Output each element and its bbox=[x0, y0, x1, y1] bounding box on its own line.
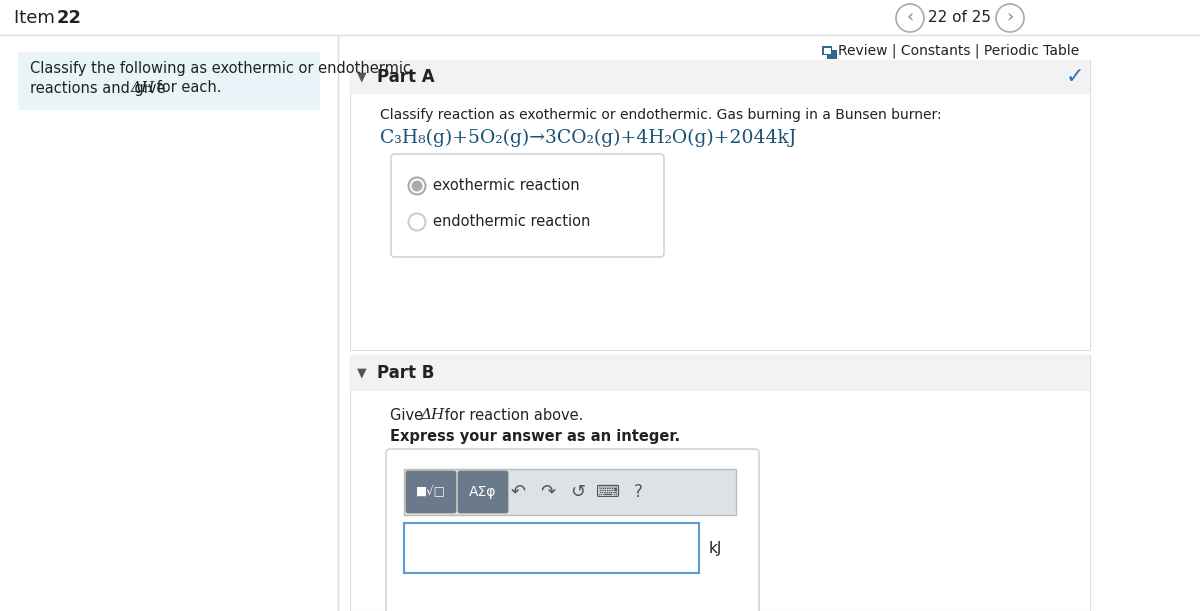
Text: ↷: ↷ bbox=[540, 483, 556, 501]
Text: ΔH: ΔH bbox=[420, 408, 444, 422]
Text: Part A: Part A bbox=[377, 68, 434, 86]
Text: endothermic reaction: endothermic reaction bbox=[433, 214, 590, 230]
Text: 22 of 25: 22 of 25 bbox=[929, 10, 991, 26]
Text: ✓: ✓ bbox=[1066, 67, 1085, 87]
Text: for each.: for each. bbox=[152, 81, 222, 95]
FancyBboxPatch shape bbox=[404, 523, 698, 573]
Text: kJ: kJ bbox=[709, 541, 722, 555]
FancyBboxPatch shape bbox=[386, 449, 760, 611]
FancyBboxPatch shape bbox=[391, 154, 664, 257]
Text: ↺: ↺ bbox=[570, 483, 586, 501]
Text: AΣφ: AΣφ bbox=[469, 485, 497, 499]
FancyBboxPatch shape bbox=[458, 471, 508, 513]
Text: ↶: ↶ bbox=[510, 483, 526, 501]
FancyBboxPatch shape bbox=[404, 469, 736, 515]
Text: ⌨: ⌨ bbox=[596, 483, 620, 501]
FancyBboxPatch shape bbox=[18, 52, 320, 110]
Text: ■√□: ■√□ bbox=[416, 486, 446, 499]
FancyBboxPatch shape bbox=[823, 48, 830, 54]
Text: Review | Constants | Periodic Table: Review | Constants | Periodic Table bbox=[838, 44, 1079, 58]
Text: Give: Give bbox=[390, 408, 427, 422]
Text: Classify the following as exothermic or endothermic: Classify the following as exothermic or … bbox=[30, 60, 410, 76]
Text: ▼: ▼ bbox=[358, 367, 367, 379]
Text: reactions and give: reactions and give bbox=[30, 81, 170, 95]
Text: ‹: ‹ bbox=[906, 8, 913, 26]
FancyBboxPatch shape bbox=[350, 355, 1090, 391]
Text: Classify reaction as exothermic or endothermic. Gas burning in a Bunsen burner:: Classify reaction as exothermic or endot… bbox=[380, 108, 942, 122]
Text: for reaction above.: for reaction above. bbox=[440, 408, 583, 422]
Text: C₃H₈(g)+5O₂(g)→3CO₂(g)+4H₂O(g)+2044kJ: C₃H₈(g)+5O₂(g)→3CO₂(g)+4H₂O(g)+2044kJ bbox=[380, 129, 797, 147]
FancyBboxPatch shape bbox=[406, 471, 456, 513]
FancyBboxPatch shape bbox=[350, 60, 1090, 350]
FancyBboxPatch shape bbox=[827, 50, 838, 59]
FancyBboxPatch shape bbox=[350, 355, 1090, 611]
Text: Item: Item bbox=[14, 9, 61, 27]
Text: ?: ? bbox=[634, 483, 642, 501]
Circle shape bbox=[412, 180, 422, 191]
Text: exothermic reaction: exothermic reaction bbox=[433, 178, 580, 194]
Text: ΔH: ΔH bbox=[130, 81, 155, 95]
Text: ▼: ▼ bbox=[358, 70, 367, 84]
FancyBboxPatch shape bbox=[350, 60, 1090, 94]
FancyBboxPatch shape bbox=[822, 46, 832, 55]
Text: Part B: Part B bbox=[377, 364, 434, 382]
Text: ›: › bbox=[1007, 8, 1014, 26]
Text: 22: 22 bbox=[58, 9, 82, 27]
Text: Express your answer as an integer.: Express your answer as an integer. bbox=[390, 430, 680, 444]
